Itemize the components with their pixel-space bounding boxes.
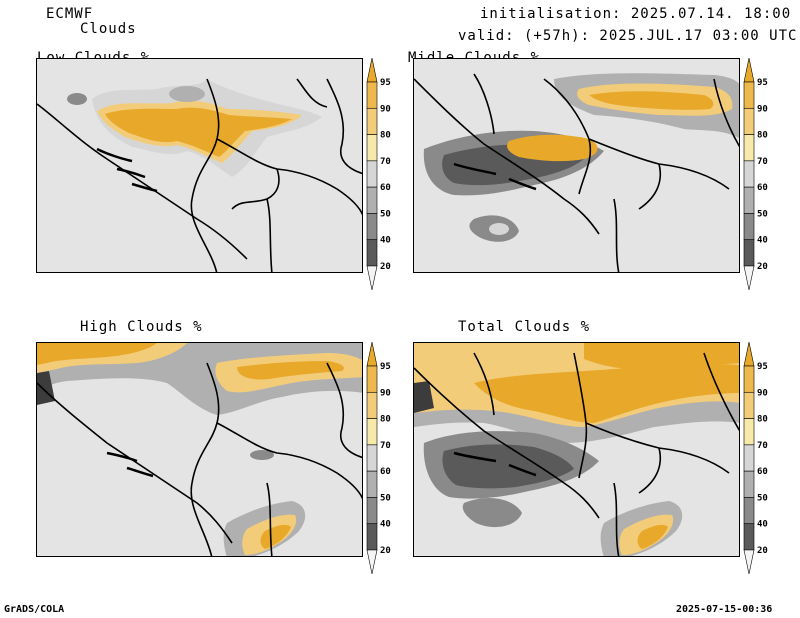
colorbar-segment <box>743 213 755 241</box>
colorbar-level-label: 40 <box>380 236 391 246</box>
colorbar-level-label: 80 <box>757 415 768 425</box>
panel-title-total: Total Clouds % <box>458 319 591 335</box>
colorbar-segment <box>366 470 378 498</box>
colorbar-segment <box>366 107 378 135</box>
border-lines <box>414 73 739 272</box>
colorbar-level-label: 50 <box>757 209 768 219</box>
colorbar-level-label: 90 <box>380 388 391 398</box>
colorbar-segment <box>743 365 755 393</box>
colorbar-level-label: 20 <box>757 262 768 272</box>
colorbar-level-label: 50 <box>757 493 768 503</box>
colorbar-level-label: 95 <box>757 78 768 88</box>
colorbar-top-arrow <box>366 58 378 83</box>
colorbar-level-label: 70 <box>380 441 391 451</box>
footer-software: GrADS/COLA <box>4 604 65 615</box>
colorbar-bottom-arrow <box>743 265 755 291</box>
colorbar-segment <box>366 497 378 525</box>
border-lines <box>37 78 362 272</box>
colorbar-bottom-arrow <box>366 265 378 291</box>
colorbar-bottom-arrow <box>366 549 378 575</box>
colorbar-segment <box>366 391 378 419</box>
colorbar-total: 95 90 80 70 60 50 40 20 <box>741 342 791 578</box>
map-low-clouds <box>36 58 363 273</box>
cloud-field-low <box>67 79 322 177</box>
colorbar-segment <box>366 134 378 162</box>
colorbar-segment <box>366 186 378 214</box>
map-total-clouds <box>413 342 740 557</box>
colorbar-level-label: 90 <box>757 388 768 398</box>
colorbar-level-label: 20 <box>757 546 768 556</box>
colorbar-level-label: 20 <box>380 262 391 272</box>
colorbar-segment <box>743 239 755 267</box>
colorbar-segment <box>366 523 378 551</box>
footer-timestamp: 2025-07-15-00:36 <box>676 604 773 615</box>
map-high-clouds <box>36 342 363 557</box>
colorbar-segment <box>366 444 378 472</box>
colorbar-segment <box>366 239 378 267</box>
valid-time: valid: (+57h): 2025.JUL.17 03:00 UTC <box>458 28 798 44</box>
colorbar-segment <box>743 160 755 188</box>
colorbar-level-label: 95 <box>757 362 768 372</box>
cloud-field-high <box>37 343 362 556</box>
colorbar-level-label: 80 <box>380 415 391 425</box>
colorbar-segment <box>743 523 755 551</box>
border-lines <box>414 352 739 556</box>
colorbar-segment <box>743 107 755 135</box>
colorbar-segment <box>743 134 755 162</box>
colorbar-level-label: 70 <box>757 441 768 451</box>
colorbar-segment <box>743 418 755 446</box>
model-name: ECMWF <box>46 6 94 22</box>
colorbar-level-label: 95 <box>380 362 391 372</box>
colorbar-segment <box>366 160 378 188</box>
colorbar-level-label: 60 <box>757 467 768 477</box>
colorbar-level-label: 40 <box>757 520 768 530</box>
colorbar-segment <box>743 497 755 525</box>
init-time: initialisation: 2025.07.14. 18:00 UTC <box>480 6 800 22</box>
colorbar-segment <box>743 81 755 109</box>
colorbar-top-arrow <box>743 58 755 83</box>
colorbar-top-arrow <box>743 342 755 367</box>
colorbar-segment <box>743 186 755 214</box>
colorbar-segment <box>366 365 378 393</box>
colorbar-bottom-arrow <box>743 549 755 575</box>
colorbar-segment <box>366 213 378 241</box>
colorbar-top-arrow <box>366 342 378 367</box>
colorbar-low: 95 90 80 70 60 50 40 20 <box>364 58 414 294</box>
colorbar-segment <box>366 418 378 446</box>
colorbar-level-label: 80 <box>757 131 768 141</box>
colorbar-segment <box>743 391 755 419</box>
map-middle-clouds <box>413 58 740 273</box>
colorbar-level-label: 90 <box>757 104 768 114</box>
colorbar-level-label: 60 <box>380 183 391 193</box>
colorbar-segment <box>743 444 755 472</box>
colorbar-level-label: 50 <box>380 209 391 219</box>
cloud-field-middle <box>423 73 739 242</box>
colorbar-level-label: 60 <box>757 183 768 193</box>
colorbar-segment <box>743 470 755 498</box>
colorbar-level-label: 60 <box>380 467 391 477</box>
colorbar-level-label: 50 <box>380 493 391 503</box>
colorbar-high: 95 90 80 70 60 50 40 20 <box>364 342 414 578</box>
colorbar-level-label: 95 <box>380 78 391 88</box>
colorbar-segment <box>366 81 378 109</box>
colorbar-level-label: 40 <box>757 236 768 246</box>
colorbar-level-label: 80 <box>380 131 391 141</box>
panel-title-high: High Clouds % <box>80 319 203 335</box>
product-name: Clouds <box>80 21 137 37</box>
colorbar-level-label: 70 <box>380 157 391 167</box>
colorbar-level-label: 70 <box>757 157 768 167</box>
cloud-field-total <box>414 343 739 556</box>
colorbar-level-label: 90 <box>380 104 391 114</box>
colorbar-level-label: 40 <box>380 520 391 530</box>
colorbar-level-label: 20 <box>380 546 391 556</box>
border-lines <box>37 362 362 556</box>
colorbar-middle: 95 90 80 70 60 50 40 20 <box>741 58 791 294</box>
